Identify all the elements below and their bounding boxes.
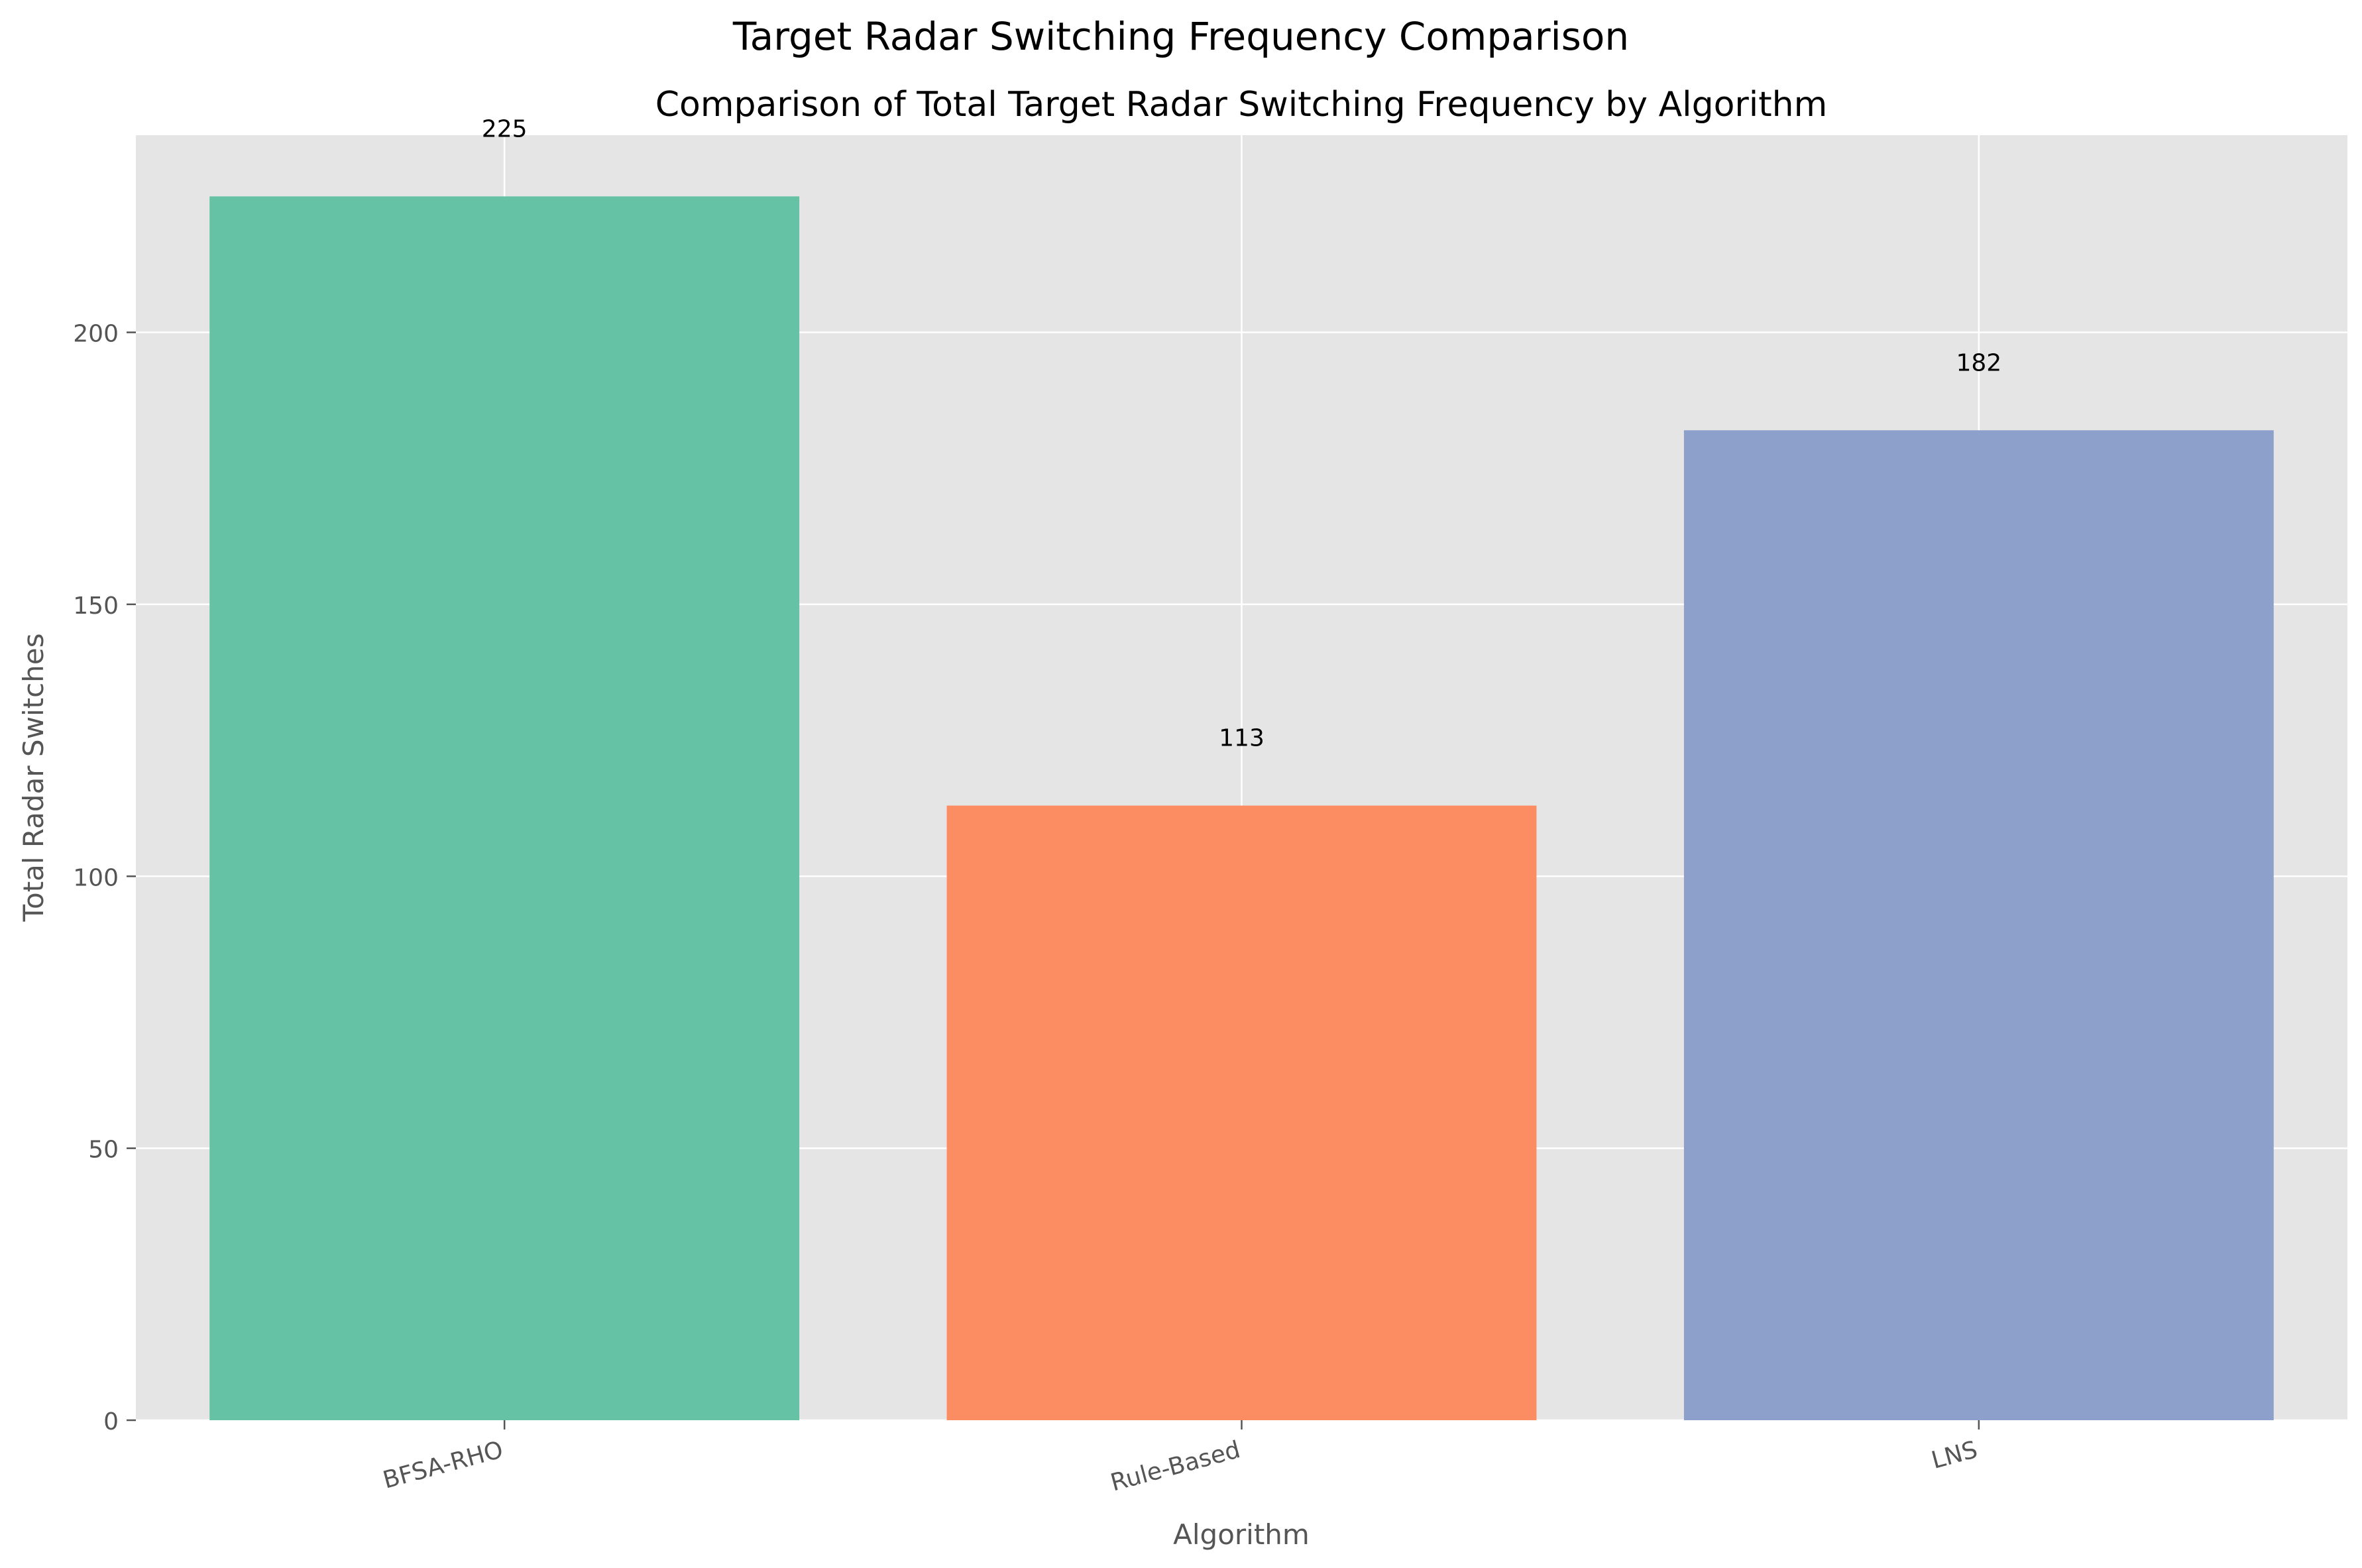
bar-bfsa-rho [209, 196, 800, 1420]
y-tick-label: 150 [73, 592, 119, 620]
bar-value-label: 225 [482, 115, 528, 142]
y-tick-label: 50 [88, 1137, 119, 1164]
y-tick-label: 100 [73, 864, 119, 891]
bar-lns [1683, 430, 2274, 1420]
figure-suptitle: Target Radar Switching Frequency Compari… [732, 14, 1629, 59]
y-tick-label: 0 [103, 1408, 119, 1435]
data-labels: 225 113 182 [482, 115, 2001, 752]
y-tick-label: 200 [73, 321, 119, 348]
y-axis-label: Total Radar Switches [17, 633, 50, 922]
bars [209, 196, 2274, 1420]
chart-title: Comparison of Total Target Radar Switchi… [655, 85, 1828, 125]
bar-value-label: 182 [1956, 349, 2001, 376]
x-axis-label: Algorithm [1173, 1518, 1310, 1551]
bar-rule-based [946, 805, 1537, 1420]
bar-value-label: 113 [1219, 725, 1265, 752]
